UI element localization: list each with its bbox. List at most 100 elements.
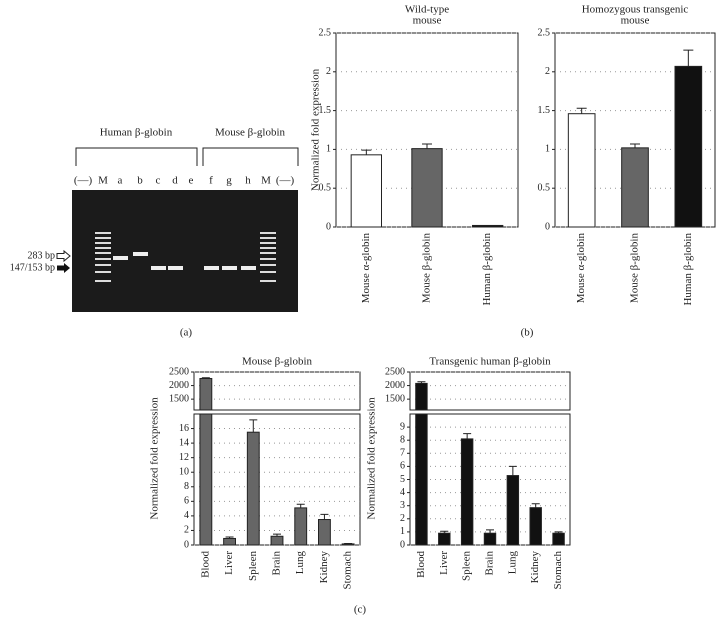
lane-label: d [172,175,178,187]
error-bar [683,49,694,67]
group-label: Mouse β-globin [215,127,286,139]
error-bar [273,533,281,537]
x-tick-label: Mouse β-globin [421,233,433,304]
x-tick-label: Human β-globin [481,233,493,306]
error-bar [531,503,540,508]
y-tick-label: 2500 [169,366,189,377]
bar [483,532,497,546]
error-bar [422,143,432,149]
y-tick-label: 2000 [385,380,405,391]
error-bar [201,377,210,379]
error-bar [440,530,449,534]
bar [621,147,649,228]
y-tick-label: 2.5 [538,27,551,38]
bar [270,535,284,546]
y-tick-label: 4 [184,510,189,521]
bar [199,378,213,411]
y-tick-label: 5 [400,474,405,485]
x-tick-label: Mouse α-globin [360,233,372,304]
lane-label: M [98,175,108,187]
x-tick-label: Blood [199,551,211,578]
y-tick-label: 0 [326,221,331,232]
y-tick-label: 0 [184,539,189,550]
y-tick-label: 14 [179,437,189,448]
error-bar [486,529,494,534]
plot-frame [409,371,571,411]
y-tick-label: 0.5 [319,182,332,193]
y-tick-label: 2 [326,66,331,77]
bar [294,507,308,546]
chart-title: Transgenic human β-globin [429,356,551,368]
x-tick-label: Brain [271,551,283,576]
error-bar [249,419,258,433]
y-axis-label: Normalized fold expression [366,397,378,520]
bar [318,519,331,546]
lane-label: (—) [276,175,295,187]
x-tick-label: Mouse β-globin [629,233,641,304]
bar [350,154,382,228]
bar [341,543,355,546]
y-tick-label: 2.5 [319,27,332,38]
y-tick-label: 6 [184,496,189,507]
y-tick-label: 0.5 [538,182,551,193]
x-tick-label: Kidney [318,551,330,584]
panel-label: (c) [354,604,367,616]
y-tick-label: 0 [545,221,550,232]
y-tick-label: 8 [400,434,405,445]
lane-label: e [189,175,194,187]
error-bar [463,433,472,439]
bar [552,532,565,546]
gel-image [72,190,298,312]
error-bar [225,536,234,539]
bracket [75,147,299,166]
y-tick-label: 2000 [169,380,189,391]
y-tick-label: 1.5 [319,105,332,116]
x-tick-label: Kidney [529,551,541,584]
x-tick-label: Blood [415,551,427,578]
y-tick-label: 7 [400,448,405,459]
y-tick-label: 1500 [385,393,405,404]
error-bar [508,465,517,476]
lane-label: b [137,175,143,187]
lane-label: f [209,175,213,187]
y-tick-label: 10 [179,467,189,478]
bar [438,532,451,546]
y-axis-label: Normalized fold expression [310,68,322,191]
bar [415,382,428,411]
lane-label: M [261,175,271,187]
gel-panel: Human β-globin Mouse β-globin 283 bp 147… [10,127,299,339]
bar [246,431,260,546]
gel-bands [113,252,256,270]
bar [460,438,474,546]
x-tick-label: Stomach [552,551,564,590]
error-bar [361,149,372,155]
y-tick-label: 2 [400,513,405,524]
x-tick-label: Lung [294,551,306,575]
error-bar [417,381,426,384]
x-tick-label: Liver [223,551,235,575]
chart-title: Wild-type [405,4,449,16]
chart-title: Homozygous transgenic [582,4,689,16]
arrow [57,263,70,273]
y-tick-label: 0 [400,539,405,550]
error-bar [576,107,587,114]
bar [411,148,443,228]
lane-label: c [156,175,161,187]
y-tick-label: 6 [400,461,405,472]
lane-label: (—) [74,175,93,187]
y-tick-label: 2500 [385,366,405,377]
y-tick-label: 1.5 [538,105,551,116]
marker-label: 147/153 bp [10,262,55,273]
error-bar [630,143,640,148]
chart-title: mouse [413,15,442,27]
y-tick-label: 1 [400,526,405,537]
y-tick-label: 2 [545,66,550,77]
ladder [95,232,276,282]
x-tick-label: Spleen [247,551,259,581]
lane-label: g [226,175,232,187]
group-label: Human β-globin [100,127,173,139]
arrow [56,249,71,263]
chart-title: Mouse β-globin [242,356,313,368]
x-tick-label: Stomach [342,551,354,590]
